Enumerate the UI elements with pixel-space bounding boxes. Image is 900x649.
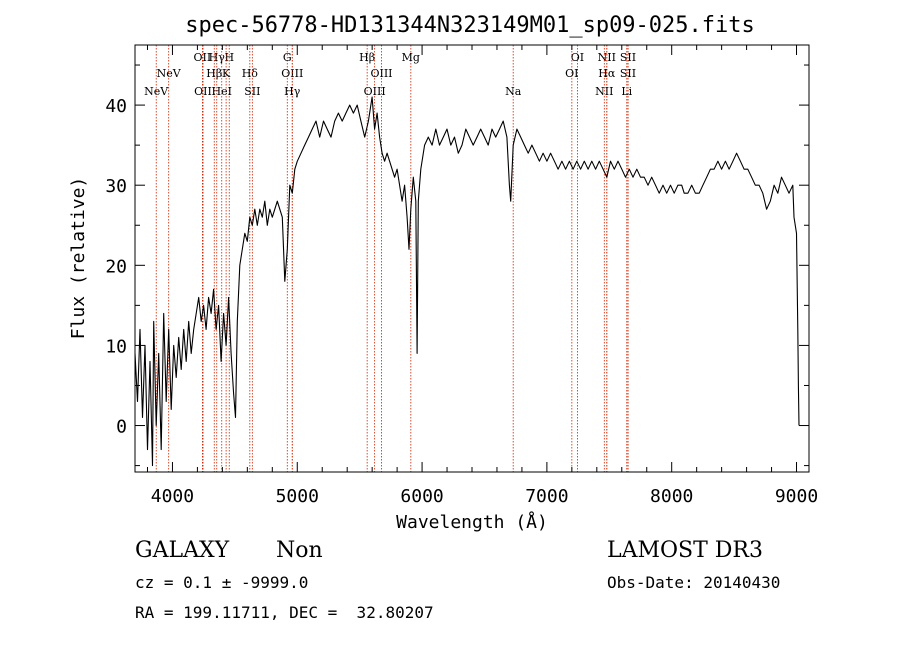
- line-label: NII: [595, 85, 613, 98]
- line-label: Hβ: [359, 51, 375, 64]
- line-label: OIII: [370, 67, 392, 80]
- y-axis-label: Flux (relative): [68, 177, 89, 340]
- y-tick-label: 30: [105, 176, 127, 197]
- emission-line-markers: NeVNeVOIIOIIHγHβHKHeIHδSIIGOIIIHγHβOIIIO…: [144, 45, 636, 472]
- y-tick-label: 20: [105, 256, 127, 277]
- y-tick-label: 10: [105, 336, 127, 357]
- line-label: OIII: [364, 85, 386, 98]
- object-class-label: GALAXY: [135, 538, 230, 563]
- y-tick-label: 40: [105, 96, 127, 117]
- line-label: H: [224, 51, 234, 64]
- line-label: K: [222, 67, 231, 80]
- x-tick-label: 9000: [775, 486, 818, 507]
- line-label: Li: [621, 85, 632, 98]
- line-label: Mg: [402, 51, 420, 64]
- line-label: Hβ: [206, 67, 222, 80]
- line-label: OII: [194, 51, 212, 64]
- x-tick-label: 7000: [525, 486, 568, 507]
- axes: 4000 5000 6000 7000 8000 9000 0 10 20 30 40: [105, 45, 818, 507]
- line-label: NeV: [157, 67, 182, 80]
- line-label: SII: [620, 67, 636, 80]
- line-label: Hγ: [209, 51, 226, 64]
- observation-date: Obs-Date: 20140430: [607, 573, 781, 592]
- x-axis-label: Wavelength (Å): [396, 511, 548, 533]
- line-label: Hγ: [284, 85, 301, 98]
- survey-label: LAMOST DR3: [607, 538, 763, 563]
- line-label: Hα: [598, 67, 616, 80]
- y-tick-label: 0: [116, 417, 127, 438]
- line-label: Hδ: [242, 67, 259, 80]
- line-label: NeV: [144, 85, 169, 98]
- line-label: HeI: [212, 85, 232, 98]
- line-label: OI: [571, 51, 584, 64]
- x-tick-label: 8000: [650, 486, 693, 507]
- x-tick-label: 4000: [151, 486, 194, 507]
- line-label: OII: [194, 85, 212, 98]
- chart-title: spec-56778-HD131344N323149M01_sp09-025.f…: [185, 13, 755, 38]
- line-label: G: [283, 51, 292, 64]
- line-label: OI: [565, 67, 578, 80]
- redshift-readout: cz = 0.1 ± -9999.0: [135, 573, 309, 592]
- object-subclass-label: Non: [276, 538, 323, 563]
- line-label: Na: [505, 85, 522, 98]
- line-label: SII: [244, 85, 260, 98]
- coordinates-readout: RA = 199.11711, DEC = 32.80207: [135, 603, 434, 622]
- spectrum-plot-area: [134, 96, 800, 467]
- x-tick-label: 6000: [400, 486, 443, 507]
- x-tick-label: 5000: [276, 486, 319, 507]
- spectrum-line: [134, 96, 800, 467]
